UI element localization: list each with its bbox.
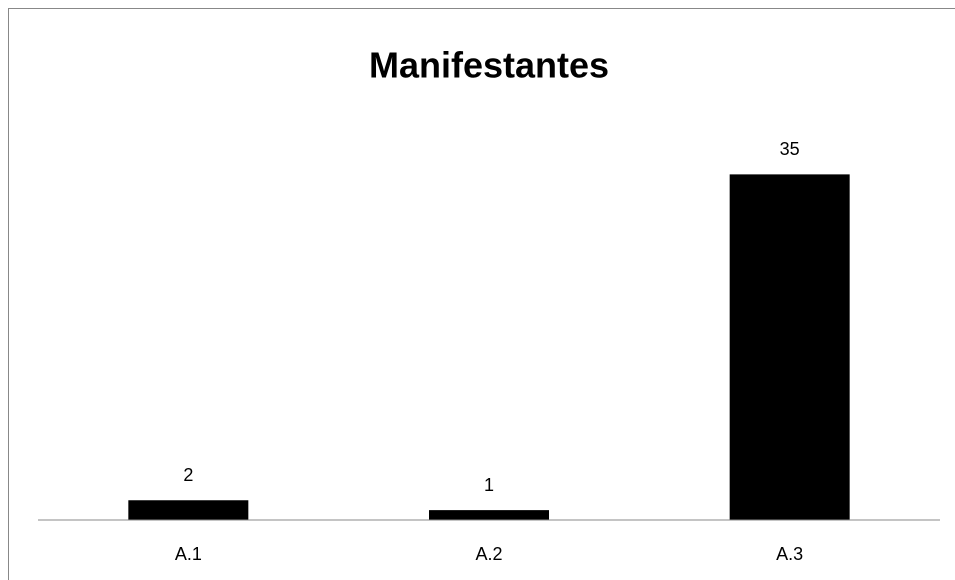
data-label: 2	[183, 465, 193, 485]
data-label: 35	[780, 139, 800, 159]
x-tick-label: A.2	[475, 544, 502, 564]
x-tick-label: A.1	[175, 544, 202, 564]
chart-title: Manifestantes	[369, 45, 609, 86]
bar	[729, 174, 850, 520]
bar	[429, 510, 549, 520]
bar	[128, 500, 249, 520]
x-tick-label: A.3	[776, 544, 803, 564]
data-label: 1	[484, 475, 494, 495]
